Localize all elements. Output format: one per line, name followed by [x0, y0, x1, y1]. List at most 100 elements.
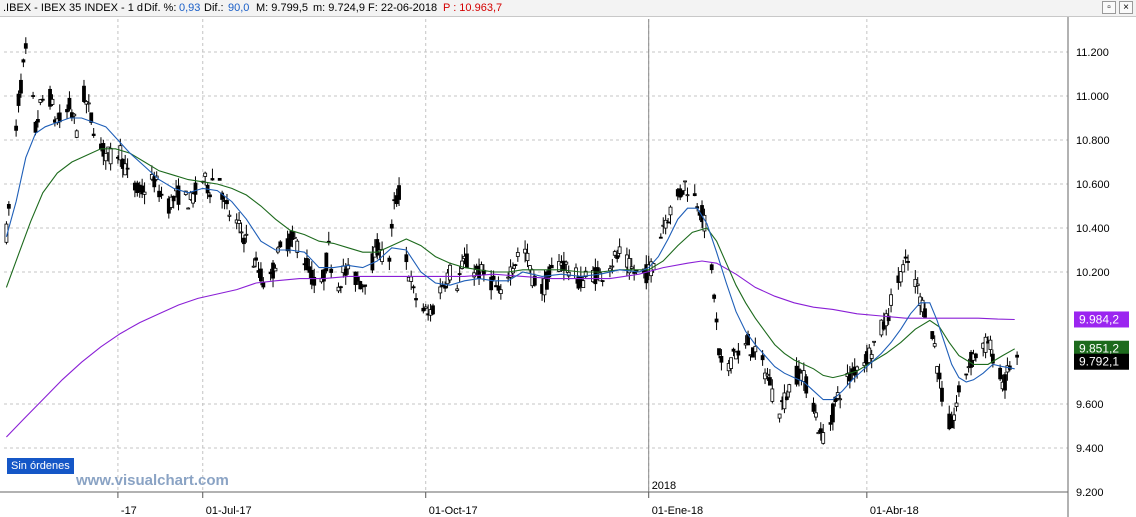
candle-body	[729, 357, 734, 369]
y-tick-label: 10.800	[1076, 135, 1110, 147]
candle-body	[72, 113, 77, 117]
candle-body	[159, 193, 164, 196]
candle-body	[549, 264, 554, 269]
candle-body	[48, 88, 52, 107]
candle-body	[658, 236, 663, 239]
last-value-label: 9.984,2	[1079, 312, 1119, 326]
candle-body	[82, 85, 86, 102]
candle-body	[547, 266, 552, 278]
last-value-badge	[1074, 340, 1129, 357]
candle-body	[38, 99, 43, 103]
candle-body	[685, 194, 690, 197]
candle-body	[930, 331, 935, 339]
candle-body	[421, 307, 426, 312]
candle-body	[489, 276, 494, 291]
close-window-button[interactable]: ×	[1119, 1, 1133, 14]
candle-body	[784, 396, 789, 400]
candle-body	[901, 264, 906, 273]
candle-body	[940, 387, 944, 402]
candle-body	[632, 271, 637, 274]
candle-body	[1003, 374, 1007, 391]
candle-body	[957, 385, 961, 393]
candle-body	[465, 253, 469, 268]
candle-body	[74, 130, 79, 138]
candle-body	[610, 265, 615, 268]
candle-body	[411, 286, 416, 289]
candle-body	[983, 336, 988, 353]
candle-body	[557, 261, 561, 272]
candle-body	[251, 265, 256, 268]
candle-body	[103, 153, 108, 162]
candle-body	[457, 273, 462, 275]
candle-body	[89, 112, 94, 123]
date-label: F: 22-06-2018	[368, 2, 438, 14]
candle-body	[545, 271, 549, 290]
candle-body	[898, 271, 903, 283]
candle-body	[935, 366, 940, 374]
candle-body	[31, 95, 35, 97]
candle-body	[617, 246, 622, 254]
candle-body	[307, 266, 312, 273]
candle-body	[937, 372, 942, 380]
candle-body	[278, 241, 283, 248]
moving-average-mid	[5, 148, 1015, 379]
candle-body	[329, 268, 334, 273]
candle-body	[954, 402, 959, 407]
candle-body	[370, 253, 375, 271]
candle-body	[33, 121, 38, 133]
candle-body	[816, 432, 821, 435]
candle-body	[14, 125, 19, 131]
candle-body	[869, 354, 874, 359]
candle-body	[50, 98, 55, 105]
candle-body	[242, 237, 246, 245]
candle-body	[358, 281, 363, 290]
candle-body	[479, 264, 484, 273]
candle-body	[414, 298, 418, 301]
candle-body	[666, 221, 670, 224]
candle-body	[889, 294, 893, 306]
candle-body	[355, 276, 360, 282]
dif-pct-value: 0,93	[179, 2, 201, 14]
candle-body	[259, 268, 263, 282]
candle-body	[915, 283, 920, 286]
candle-body	[593, 267, 598, 285]
candle-body	[709, 264, 714, 271]
y-tick-label: 9.400	[1076, 443, 1104, 455]
candle-body	[21, 59, 26, 63]
candle-body	[101, 143, 106, 157]
dif-label: Dif.:	[204, 2, 224, 14]
candle-body	[239, 231, 244, 234]
candle-body	[23, 43, 28, 49]
candle-body	[770, 388, 775, 402]
candle-body	[913, 278, 918, 287]
candle-body	[176, 185, 181, 205]
candle-body	[767, 377, 772, 386]
candle-body	[595, 267, 600, 273]
y-tick-label: 9.200	[1076, 487, 1104, 499]
candle-body	[765, 373, 770, 377]
candle-body	[171, 195, 176, 202]
candle-body	[952, 414, 956, 421]
candle-body	[998, 367, 1003, 380]
y-tick-label: 9.600	[1076, 399, 1104, 411]
candle-body	[583, 270, 588, 278]
candle-body	[273, 267, 278, 272]
candle-body	[782, 392, 787, 410]
candle-body	[629, 266, 634, 269]
price-chart[interactable]: 11.200 11.000 10.800 10.600 10.400 10.200 9.60…	[0, 17, 1136, 517]
restore-window-button[interactable]: ▫	[1102, 1, 1116, 14]
candle-body	[612, 251, 617, 256]
candle-body	[717, 348, 721, 356]
candle-body	[387, 257, 392, 262]
candle-body	[125, 167, 130, 170]
candle-body	[847, 372, 852, 382]
candle-body	[920, 299, 925, 313]
candle-body	[305, 258, 309, 271]
candle-body	[668, 206, 673, 216]
candle-body	[186, 207, 191, 210]
candle-body	[338, 286, 343, 289]
orders-status-badge[interactable]: Sin órdenes	[7, 458, 74, 474]
candle-body	[627, 258, 632, 274]
candle-body	[404, 254, 409, 263]
candle-body	[295, 240, 300, 253]
